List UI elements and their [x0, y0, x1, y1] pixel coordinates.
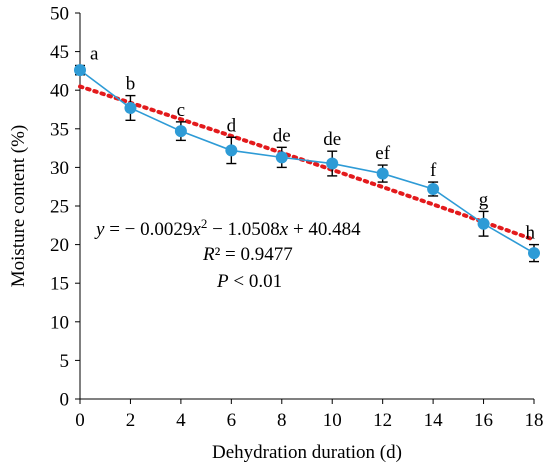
y-tick-label: 35	[50, 119, 69, 140]
r-squared-text: R² = 0.9477	[202, 244, 293, 265]
y-tick-label: 25	[50, 197, 69, 218]
y-tick-label: 50	[50, 4, 69, 25]
x-tick-label: 4	[176, 410, 186, 431]
equation-text: y = − 0.0029x2 − 1.0508x + 40.484	[94, 216, 361, 240]
x-tick-label: 2	[126, 410, 136, 431]
y-tick-label: 20	[50, 235, 69, 256]
x-tick-label: 10	[323, 410, 342, 431]
data-point	[477, 217, 490, 230]
x-axis-title: Dehydration duration (d)	[212, 442, 402, 463]
p-value-text: P < 0.01	[216, 271, 282, 292]
data-point	[326, 157, 339, 170]
y-tick-label: 5	[60, 351, 70, 372]
trendline	[78, 84, 536, 242]
significance-label: h	[526, 223, 536, 244]
data-point	[124, 101, 137, 114]
y-axis-ticks: 0 5 10 15 20 25 30 35 40 45 50	[50, 4, 80, 411]
significance-label: ef	[375, 143, 390, 164]
data-point	[174, 125, 187, 138]
x-tick-label: 6	[227, 410, 237, 431]
significance-label: c	[177, 100, 185, 121]
significance-labels: a b c d de de ef f g h	[90, 43, 536, 243]
data-point	[225, 144, 238, 157]
y-tick-label: 45	[50, 42, 69, 63]
data-point	[74, 64, 86, 77]
significance-label: de	[273, 125, 291, 146]
data-point	[427, 183, 440, 196]
x-axis-ticks: 0 2 4 6 8 10 12 14 16 18	[75, 399, 544, 431]
data-point	[376, 167, 389, 180]
x-tick-label: 0	[75, 410, 85, 431]
x-tick-label: 16	[474, 410, 493, 431]
significance-label: f	[430, 160, 437, 181]
data-point	[275, 151, 288, 164]
significance-label: a	[90, 43, 99, 64]
x-tick-label: 12	[373, 410, 392, 431]
significance-label: de	[323, 129, 341, 150]
significance-label: d	[227, 115, 237, 136]
series-line	[79, 69, 535, 254]
y-tick-label: 10	[50, 312, 69, 333]
y-tick-label: 15	[50, 274, 69, 295]
y-tick-label: 40	[50, 81, 69, 102]
y-tick-label: 0	[60, 390, 70, 411]
y-axis-title: Moisture content (%)	[8, 125, 29, 288]
significance-label: g	[479, 189, 489, 210]
x-tick-label: 18	[525, 410, 544, 431]
x-tick-label: 14	[424, 410, 444, 431]
data-markers	[74, 64, 540, 260]
x-tick-label: 8	[277, 410, 287, 431]
y-tick-label: 30	[50, 158, 69, 179]
data-point	[528, 247, 540, 260]
significance-label: b	[126, 74, 136, 95]
